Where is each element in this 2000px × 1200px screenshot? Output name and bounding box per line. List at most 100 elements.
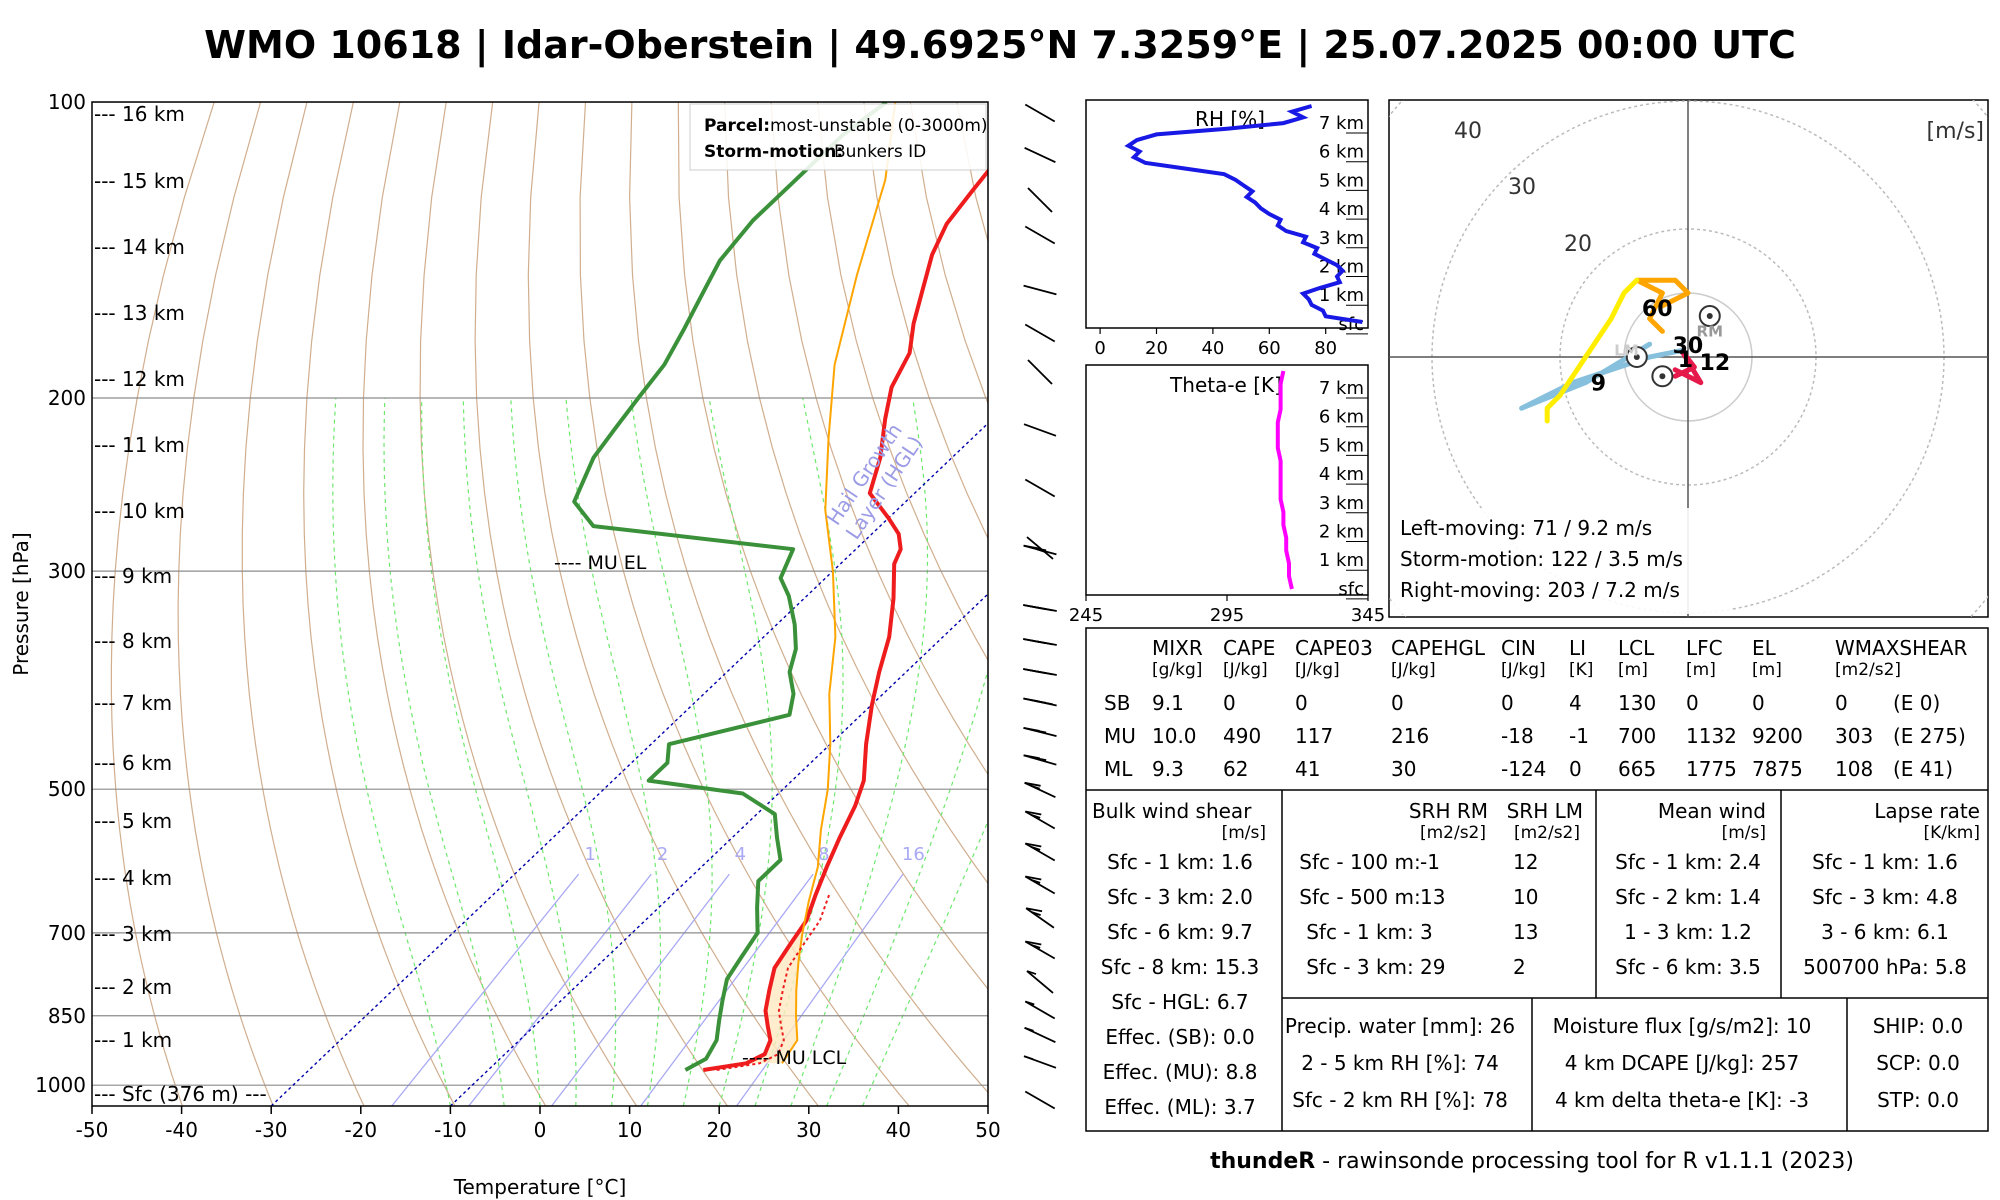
height-label: --- 12 km (94, 367, 185, 391)
param-header: EL (1752, 636, 1777, 660)
param-value: 700 (1618, 724, 1656, 748)
composite-index-item: SHIP: 0.0 (1873, 1014, 1964, 1038)
dry-adiabat (177, 102, 274, 1106)
hodograph-ring-label: 20 (1564, 232, 1592, 257)
param-value: 0 (1752, 691, 1765, 715)
param-header: LFC (1686, 636, 1723, 660)
skewt-xlabel: Temperature [°C] (453, 1175, 627, 1199)
height-label: --- 5 km (94, 809, 172, 833)
wind-barb (1024, 1026, 1056, 1044)
shear-item: Sfc - 1 km: 1.6 (1107, 850, 1253, 874)
moisture-left-item: Precip. water [mm]: 26 (1285, 1014, 1515, 1038)
temperature-profile (702, 168, 988, 1072)
hodograph-unit: [m/s] (1927, 119, 1984, 144)
srh-rm-value: 3 (1420, 920, 1433, 944)
param-unit: [m2/s2] (1835, 660, 1901, 680)
mixing-ratio-label: 1 (584, 844, 595, 865)
param-value: 9200 (1752, 724, 1803, 748)
thermo-parameters-table: MIXR[g/kg]CAPE[J/kg]CAPE03[J/kg]CAPEHGL[… (1104, 636, 1967, 781)
footer-bold: thundeR (1210, 1149, 1315, 1174)
panel-x-tick-label: 345 (1351, 605, 1385, 626)
srh-rm-value: 29 (1420, 955, 1445, 979)
skewt-series (572, 102, 988, 1072)
wind-barb (1027, 359, 1053, 385)
srh-head-rm: SRH RM (1409, 799, 1488, 823)
panel-x-tick-label: 245 (1069, 605, 1103, 626)
rh-x-ticks: 0 20 40 60 80 (1094, 328, 1337, 359)
wind-barb (1025, 907, 1055, 929)
param-value: 7875 (1752, 757, 1803, 781)
dry-adiabat (474, 102, 728, 1106)
lapse-item: Sfc - 1 km: 1.6 (1812, 850, 1958, 874)
skewt-legend: Parcel: most-unstable (0-3000m) Storm-mo… (689, 103, 988, 171)
pressure-tick-label: 200 (48, 386, 86, 410)
panel-height-label: 2 km (1319, 522, 1364, 543)
param-value: 0 (1391, 691, 1404, 715)
panel-x-tick-label: 40 (1201, 338, 1224, 359)
x-tick-label: -30 (255, 1118, 288, 1142)
parcel-profile (781, 102, 897, 1064)
srh-row-label: Sfc - 500 m: (1299, 885, 1420, 909)
thetae-panel: Theta-e [K] 7 km 6 km 5 km 4 km 3 km 2 km 1 km… (1069, 364, 1385, 626)
param-value: -124 (1501, 757, 1546, 781)
panel-x-tick-label: 80 (1314, 338, 1337, 359)
mean-wind-unit: [m/s] (1722, 823, 1766, 843)
lapse-rate-unit: [K/km] (1923, 823, 1980, 843)
lapse-rate-title: Lapse rate (1874, 799, 1980, 823)
dry-adiabat (579, 102, 910, 1106)
wind-barb (1027, 187, 1053, 213)
bulk-shear-unit: [m/s] (1222, 823, 1266, 843)
srh-rm-value: -1 (1420, 850, 1440, 874)
mean-item: 1 - 3 km: 1.2 (1624, 920, 1752, 944)
param-unit: [m] (1686, 660, 1716, 680)
moisture-mid-item: 4 km delta theta-e [K]: -3 (1555, 1088, 1809, 1112)
moist-adiabat (462, 397, 577, 1106)
storm-motion-marker-dot (1706, 313, 1713, 320)
x-tick-label: 20 (706, 1118, 731, 1142)
moist-adiabat (383, 397, 505, 1106)
param-value: 216 (1391, 724, 1429, 748)
param-value: 490 (1223, 724, 1261, 748)
param-value: 41 (1295, 757, 1320, 781)
height-label: --- 14 km (94, 235, 185, 259)
mean-item: Sfc - 6 km: 3.5 (1615, 955, 1761, 979)
skewt-x-ticks: -50 -40 -30 -20 -10 0 10 20 30 40 50 (76, 1106, 1001, 1142)
param-header: LCL (1618, 636, 1655, 660)
param-value: 117 (1295, 724, 1333, 748)
srh-unit-rm: [m2/s2] (1420, 823, 1486, 843)
wind-barb (1024, 478, 1056, 498)
wind-barb (1023, 544, 1057, 556)
pressure-tick-label: 700 (48, 921, 86, 945)
param-header: MIXR (1152, 636, 1203, 660)
pressure-tick-label: 500 (48, 777, 86, 801)
skewt-frame (91, 101, 989, 1107)
rh-frame (1085, 99, 1369, 329)
hodograph-ring-label: 40 (1454, 119, 1482, 144)
height-label: --- 11 km (94, 433, 185, 457)
thetae-title: Theta-e [K] (1169, 373, 1282, 397)
legend-parcel-value: most-unstable (0-3000m) (770, 116, 988, 136)
moisture-left-item: Sfc - 2 km RH [%]: 78 (1292, 1088, 1508, 1112)
srh-lm-value: 10 (1513, 885, 1538, 909)
param-value: 9.3 (1152, 757, 1184, 781)
pressure-tick-label: 100 (48, 90, 86, 114)
wind-barb (1023, 604, 1057, 612)
param-value: 9.1 (1152, 691, 1184, 715)
mean-item: Sfc - 2 km: 1.4 (1615, 885, 1761, 909)
srh-unit-lm: [m2/s2] (1514, 823, 1580, 843)
moisture-left-item: 2 - 5 km RH [%]: 74 (1301, 1051, 1499, 1075)
wind-barb (1024, 842, 1056, 862)
height-label: --- 10 km (94, 499, 185, 523)
panel-height-label: 5 km (1319, 435, 1364, 456)
virtual-temperature-profile (716, 894, 831, 1071)
height-label: --- 8 km (94, 629, 172, 653)
panel-height-label: 3 km (1319, 228, 1364, 249)
param-value: 0 (1835, 691, 1848, 715)
param-value: -18 (1501, 724, 1534, 748)
wind-barb (1023, 638, 1057, 646)
height-label: --- 15 km (94, 169, 185, 193)
wind-barb (1024, 146, 1056, 164)
wind-barb (1023, 1055, 1057, 1069)
x-tick-label: -20 (344, 1118, 377, 1142)
